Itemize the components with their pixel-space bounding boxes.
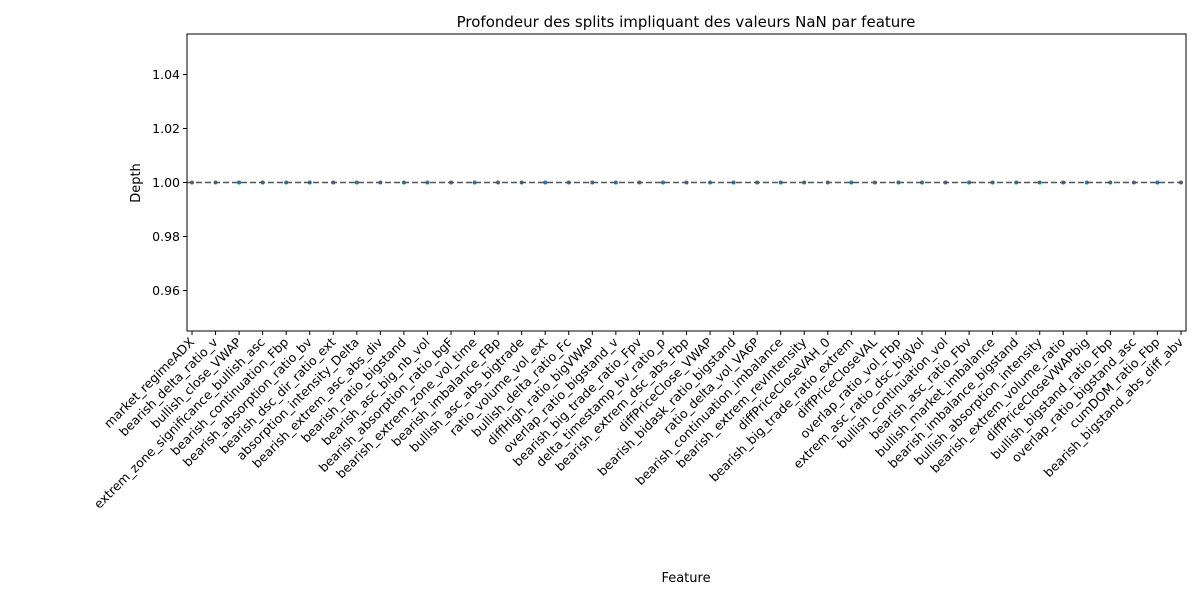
data-point [1037,180,1042,185]
y-tick-label: 1.04 [152,67,180,82]
data-point [472,180,477,185]
data-point [425,180,430,185]
data-point [731,180,736,185]
data-point [237,180,242,185]
data-point [354,180,359,185]
y-tick-label: 1.02 [152,121,180,136]
y-tick-label: 0.96 [152,283,180,298]
x-axis: market_regimeADXbearish_delta_ratio_vbul… [91,331,1187,512]
y-tick-label: 1.00 [152,175,180,190]
data-point [967,180,972,185]
y-axis-label: Depth [129,163,144,203]
data-point [1155,180,1160,185]
data-point [1084,180,1089,185]
plot-frame [186,33,1187,332]
x-axis-label: Feature [661,571,710,586]
y-tick-label: 0.98 [152,229,180,244]
data-point [660,180,665,185]
data-point [778,180,783,185]
data-point [849,180,854,185]
y-axis: 0.96 0.98 1.00 1.02 1.04 [152,67,187,298]
chart-title: Profondeur des splits impliquant des val… [457,13,916,31]
data-point [543,180,548,185]
